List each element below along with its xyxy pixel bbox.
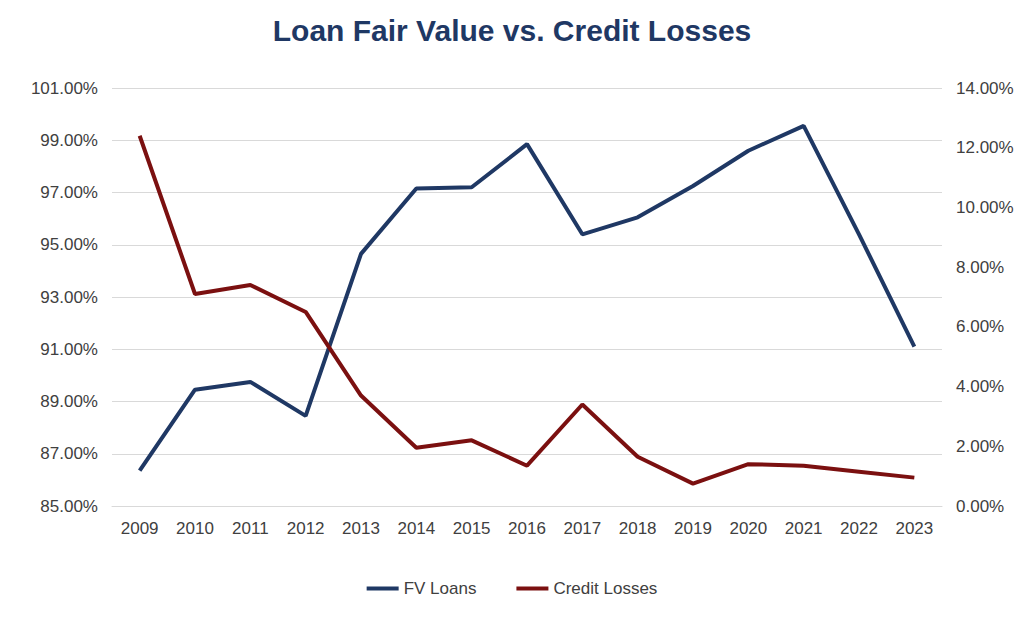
svg-text:93.00%: 93.00%: [40, 288, 98, 307]
svg-text:Loan Fair Value vs. Credit Los: Loan Fair Value vs. Credit Losses: [273, 14, 752, 47]
svg-text:12.00%: 12.00%: [956, 138, 1014, 157]
svg-text:91.00%: 91.00%: [40, 340, 98, 359]
svg-text:2010: 2010: [176, 519, 214, 538]
svg-text:2011: 2011: [232, 519, 269, 538]
svg-text:2.00%: 2.00%: [956, 437, 1004, 456]
svg-text:2009: 2009: [121, 519, 159, 538]
svg-text:89.00%: 89.00%: [40, 392, 98, 411]
svg-text:2014: 2014: [397, 519, 435, 538]
svg-text:2018: 2018: [619, 519, 657, 538]
svg-text:2017: 2017: [563, 519, 601, 538]
svg-text:2020: 2020: [729, 519, 767, 538]
svg-text:2019: 2019: [674, 519, 712, 538]
svg-text:Credit Losses: Credit Losses: [553, 579, 657, 598]
svg-text:87.00%: 87.00%: [40, 444, 98, 463]
svg-text:FV Loans: FV Loans: [404, 579, 477, 598]
svg-text:4.00%: 4.00%: [956, 377, 1004, 396]
svg-text:10.00%: 10.00%: [956, 198, 1014, 217]
svg-text:2012: 2012: [287, 519, 325, 538]
svg-text:101.00%: 101.00%: [31, 79, 98, 98]
svg-text:97.00%: 97.00%: [40, 183, 98, 202]
svg-text:99.00%: 99.00%: [40, 131, 98, 150]
svg-text:6.00%: 6.00%: [956, 317, 1004, 336]
svg-text:2013: 2013: [342, 519, 380, 538]
svg-text:14.00%: 14.00%: [956, 79, 1014, 98]
svg-text:85.00%: 85.00%: [40, 497, 98, 516]
svg-text:2022: 2022: [840, 519, 878, 538]
svg-text:2015: 2015: [453, 519, 491, 538]
svg-text:0.00%: 0.00%: [956, 497, 1004, 516]
svg-text:2023: 2023: [895, 519, 933, 538]
svg-text:8.00%: 8.00%: [956, 258, 1004, 277]
svg-text:2021: 2021: [785, 519, 823, 538]
svg-text:95.00%: 95.00%: [40, 235, 98, 254]
svg-text:2016: 2016: [508, 519, 546, 538]
